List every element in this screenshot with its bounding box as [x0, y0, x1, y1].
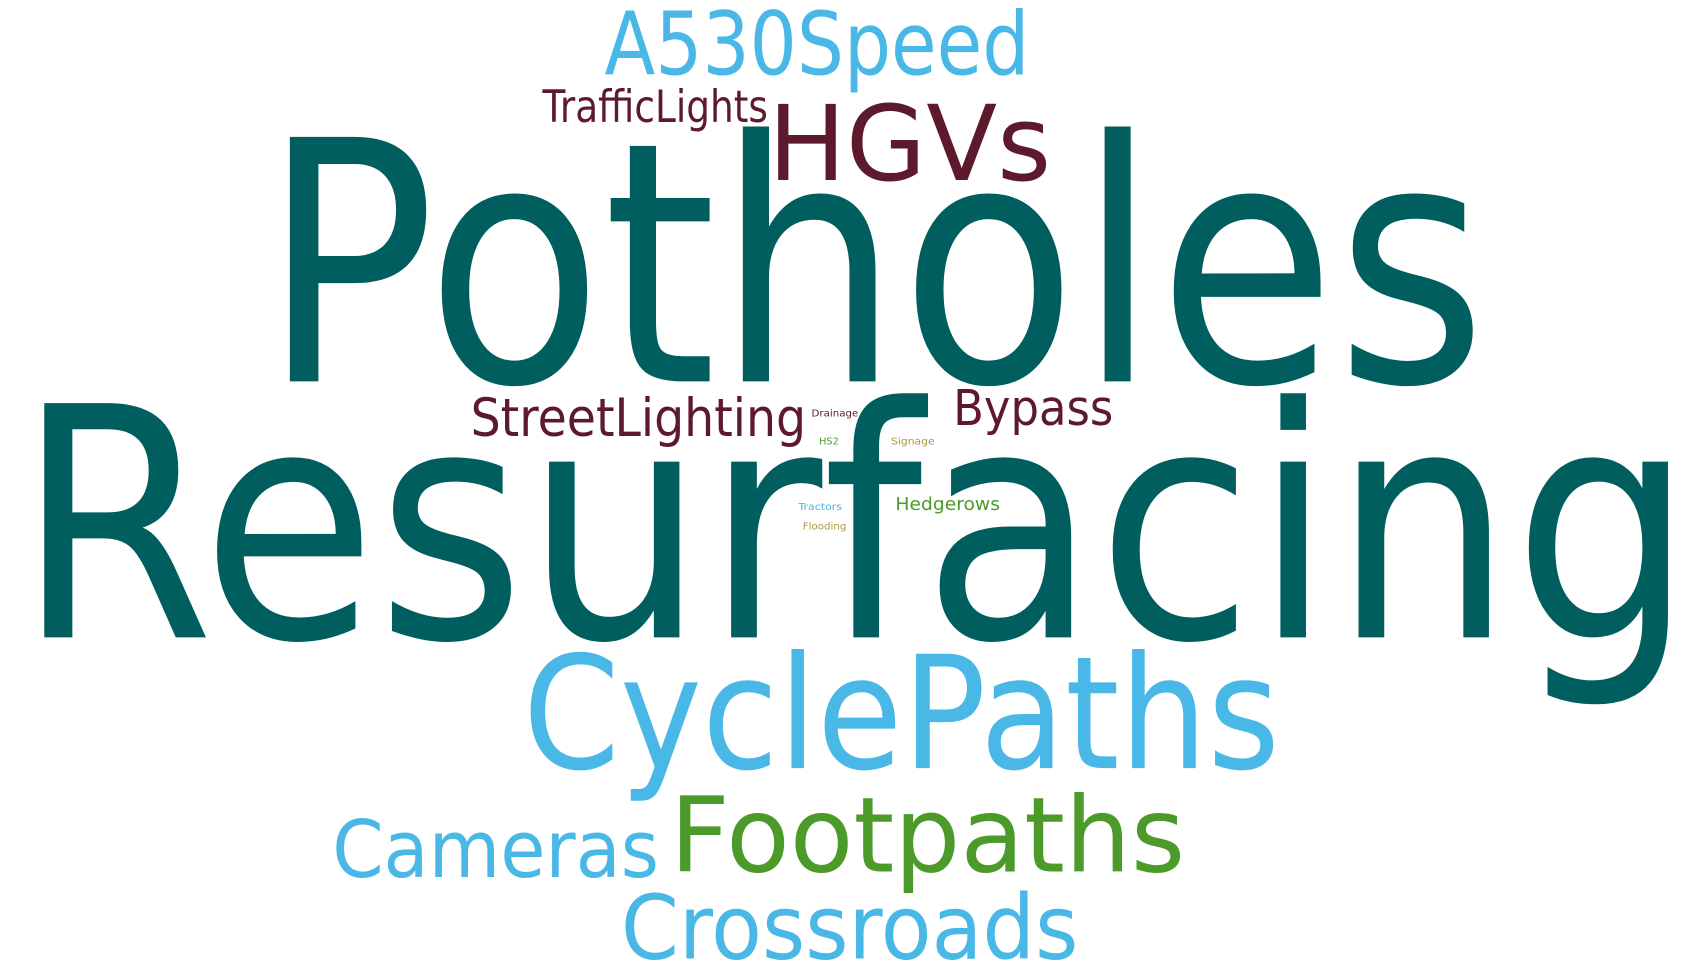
word: Bypass	[953, 380, 1113, 437]
word: Cameras	[332, 803, 659, 896]
word: Tractors	[797, 502, 842, 513]
word: Resurfacing	[16, 339, 1694, 713]
word: Flooding	[803, 522, 847, 533]
word: Potholes	[261, 71, 1486, 461]
word: StreetLighting	[471, 388, 806, 449]
word: Signage	[891, 437, 935, 448]
word: HGVs	[768, 83, 1051, 205]
word: Crossroads	[621, 877, 1078, 972]
word: A530Speed	[605, 0, 1030, 95]
word: TrafficLights	[542, 81, 768, 133]
word: CyclePaths	[523, 622, 1280, 805]
word: HS2	[819, 437, 839, 448]
word: Hedgerows	[895, 495, 1000, 515]
word: Drainage	[812, 408, 859, 419]
word: Footpaths	[670, 775, 1185, 897]
